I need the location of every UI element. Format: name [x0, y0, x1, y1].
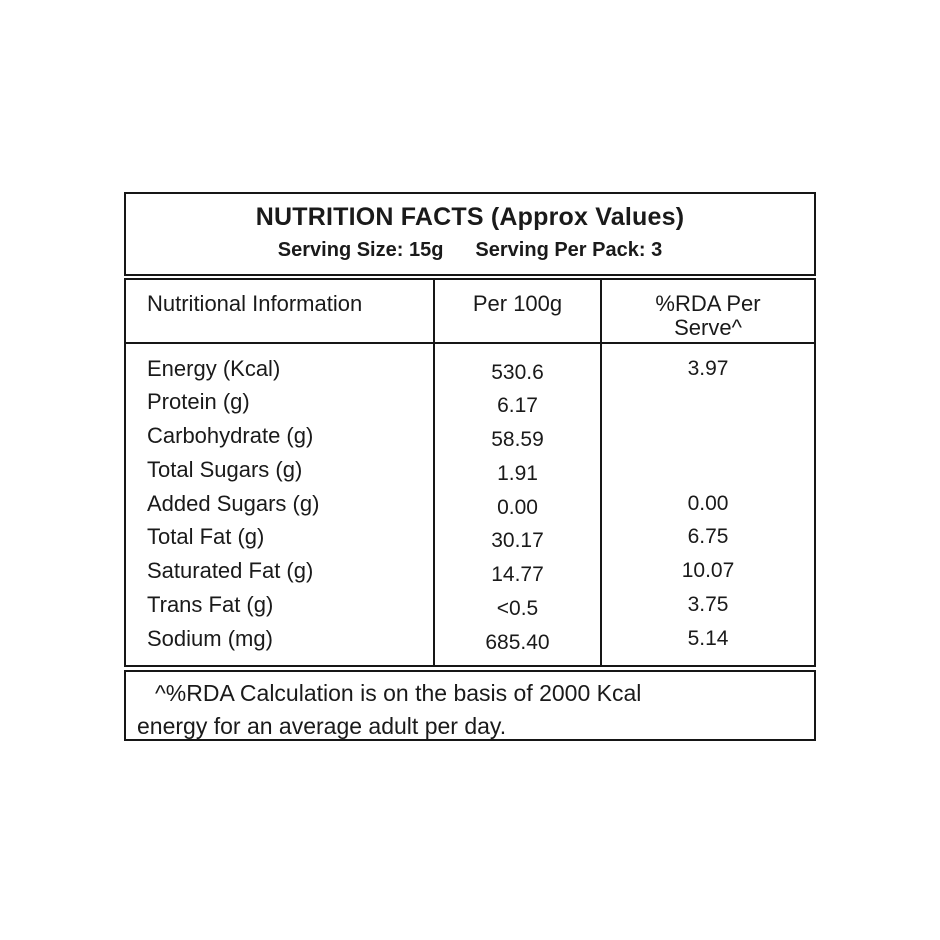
rda-value: 6.75	[687, 525, 729, 549]
per-100g-value: 530.6	[491, 360, 544, 384]
per-100g-value: 14.77	[491, 563, 544, 586]
rda-value	[602, 419, 814, 453]
per-100g-cells: 530.6 6.17 58.59 1.91 0.00 30.17 14.77 <…	[435, 344, 600, 656]
serving-info: Serving Size: 15g Serving Per Pack: 3	[126, 237, 814, 263]
rda-value	[602, 453, 814, 487]
per-100g-value: 58.59	[491, 428, 544, 451]
footnote-line-2: energy for an average adult per day.	[137, 713, 507, 739]
per-100g-value: <0.5	[496, 596, 539, 620]
nutrition-facts-label: NUTRITION FACTS (Approx Values) Serving …	[124, 192, 816, 741]
nutrient-label: Trans Fat (g)	[147, 591, 274, 617]
serving-per-pack-text: Serving Per Pack: 3	[475, 239, 663, 261]
column-rda-per-serve: %RDA Per Serve^ 3.97 0.00 6.75 10.07 3.7…	[602, 280, 814, 665]
nutrient-label: Added Sugars (g)	[147, 490, 320, 516]
nutrient-label: Carbohydrate (g)	[147, 423, 314, 448]
rda-value: 0.00	[687, 491, 729, 515]
rda-value	[602, 385, 814, 419]
per-100g-value: 6.17	[497, 394, 538, 418]
nutrient-label: Total Fat (g)	[147, 524, 265, 550]
rda-header-text: %RDA Per Serve^	[655, 291, 761, 340]
nutrient-label: Sodium (mg)	[147, 625, 273, 651]
rda-value: 3.97	[687, 356, 729, 380]
nutrient-name-cells: Energy (Kcal) Protein (g) Carbohydrate (…	[126, 344, 433, 656]
nutrient-label: Protein (g)	[147, 389, 250, 415]
serving-size-text: Serving Size: 15g	[277, 239, 444, 261]
per-100g-value: 1.91	[497, 461, 538, 485]
label-title: NUTRITION FACTS (Approx Values)	[255, 203, 685, 231]
column-header-info: Nutritional Information	[126, 280, 433, 344]
nutrient-label: Energy (Kcal)	[147, 355, 281, 381]
rda-cells: 3.97 0.00 6.75 10.07 3.75 5.14	[602, 344, 814, 656]
rda-footnote: ^%RDA Calculation is on the basis of 200…	[124, 670, 816, 741]
label-header: NUTRITION FACTS (Approx Values) Serving …	[124, 192, 816, 276]
per-100g-value: 0.00	[497, 495, 538, 519]
nutrient-label: Total Sugars (g)	[147, 456, 303, 482]
column-header-per-100g: Per 100g	[435, 280, 600, 344]
column-nutritional-information: Nutritional Information Energy (Kcal) Pr…	[126, 280, 435, 665]
per-100g-value: 30.17	[491, 529, 544, 553]
rda-value: 5.14	[687, 626, 729, 650]
nutrient-label: Saturated Fat (g)	[147, 558, 314, 583]
footnote-line-1: ^%RDA Calculation is on the basis of 200…	[155, 680, 642, 706]
column-per-100g: Per 100g 530.6 6.17 58.59 1.91 0.00 30.1…	[435, 280, 602, 665]
rda-value: 3.75	[687, 592, 729, 616]
nutrition-table: Nutritional Information Energy (Kcal) Pr…	[124, 278, 816, 667]
per-100g-value: 685.40	[485, 630, 550, 654]
rda-value: 10.07	[681, 559, 735, 582]
column-header-rda: %RDA Per Serve^	[602, 280, 814, 344]
